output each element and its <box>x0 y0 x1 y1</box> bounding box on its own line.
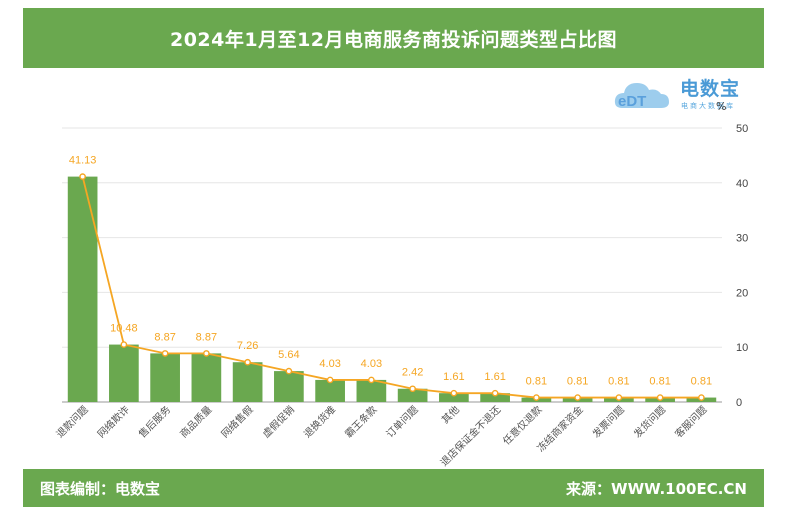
line-point <box>656 394 664 401</box>
x-tick-label: 其他 <box>439 403 462 426</box>
data-label: 41.13 <box>69 155 97 167</box>
line-point <box>368 376 375 384</box>
data-label: 0.81 <box>608 376 629 388</box>
data-label: 10.48 <box>110 323 138 335</box>
line-point <box>79 173 86 180</box>
data-label: 7.26 <box>237 340 258 352</box>
bar <box>274 371 304 402</box>
footer-credit: 图表编制：电数宝 <box>40 479 161 498</box>
line-point <box>698 394 705 401</box>
line-point <box>326 376 334 384</box>
x-tick-label: 发票问题 <box>590 403 627 440</box>
x-tick-label: 虚假促销 <box>260 403 297 440</box>
x-tick-label: 商品质量 <box>177 403 214 440</box>
data-label: 4.03 <box>361 358 382 370</box>
bar <box>191 353 222 402</box>
x-tick-label: 霸王条款 <box>342 403 379 440</box>
logo-tagline: 电商大数据库 <box>681 102 735 110</box>
line-point <box>285 367 293 375</box>
x-tick-label: 任意仅退款 <box>500 403 545 448</box>
x-tick-label: 退款问题 <box>53 403 90 440</box>
footer-source: 来源：WWW.100EC.CN <box>566 479 747 498</box>
line-point <box>533 394 540 401</box>
line-point <box>409 385 416 393</box>
logo-name: 电数宝 <box>680 78 741 100</box>
line-point <box>203 350 210 357</box>
data-label: 5.64 <box>278 349 299 361</box>
x-tick-label: 订单问题 <box>383 403 420 440</box>
data-label: 4.03 <box>319 358 340 370</box>
data-label: 0.81 <box>649 376 670 388</box>
data-label: 8.87 <box>196 331 217 343</box>
data-label: 1.61 <box>484 371 505 383</box>
bar <box>109 344 139 402</box>
y-tick-label: 0 <box>736 397 742 409</box>
bar <box>150 353 180 402</box>
x-tick-label: 客服问题 <box>672 403 709 440</box>
bar <box>480 393 510 402</box>
logo-mark: eDT <box>618 93 646 110</box>
data-label: 0.81 <box>526 376 547 388</box>
line-point <box>574 394 581 401</box>
trend-line <box>81 176 702 399</box>
bar <box>232 362 263 402</box>
bar <box>439 393 469 402</box>
chart-header: 2024年1月至12月电商服务商投诉问题类型占比图 <box>23 8 764 68</box>
chart-title: 2024年1月至12月电商服务商投诉问题类型占比图 <box>169 28 618 51</box>
y-tick-label: 10 <box>736 342 748 354</box>
data-label: 8.87 <box>154 331 175 343</box>
data-label: 0.81 <box>567 376 588 388</box>
bar <box>397 388 428 402</box>
data-label: 0.81 <box>691 376 712 388</box>
y-tick-label: 40 <box>736 178 748 190</box>
bar <box>315 379 345 402</box>
y-tick-label: 30 <box>736 233 748 245</box>
y-axis-unit: % <box>716 100 727 113</box>
cloud-logo-icon: eDT <box>614 83 669 110</box>
x-tick-label: 发货问题 <box>631 403 668 440</box>
chart-footer: 图表编制：电数宝 来源：WWW.100EC.CN <box>23 469 764 507</box>
data-label: 1.61 <box>443 371 464 383</box>
data-label: 2.42 <box>402 367 423 379</box>
y-tick-label: 20 <box>736 287 748 299</box>
edt-logo: eDT 电数宝 电商大数据库 <box>612 72 762 114</box>
y-tick-label: 50 <box>736 123 748 135</box>
x-tick-label: 网络售假 <box>218 403 255 440</box>
line-point <box>491 389 499 397</box>
bar <box>67 176 98 402</box>
line-point <box>615 394 623 401</box>
line-point <box>120 341 128 348</box>
x-tick-label: 售后服务 <box>136 403 173 440</box>
line-point <box>244 358 251 366</box>
x-tick-label: 网络欺诈 <box>95 403 132 440</box>
line-point <box>450 389 458 397</box>
bar <box>356 379 387 402</box>
line-point <box>161 350 169 357</box>
x-tick-label: 退换货难 <box>301 403 338 440</box>
